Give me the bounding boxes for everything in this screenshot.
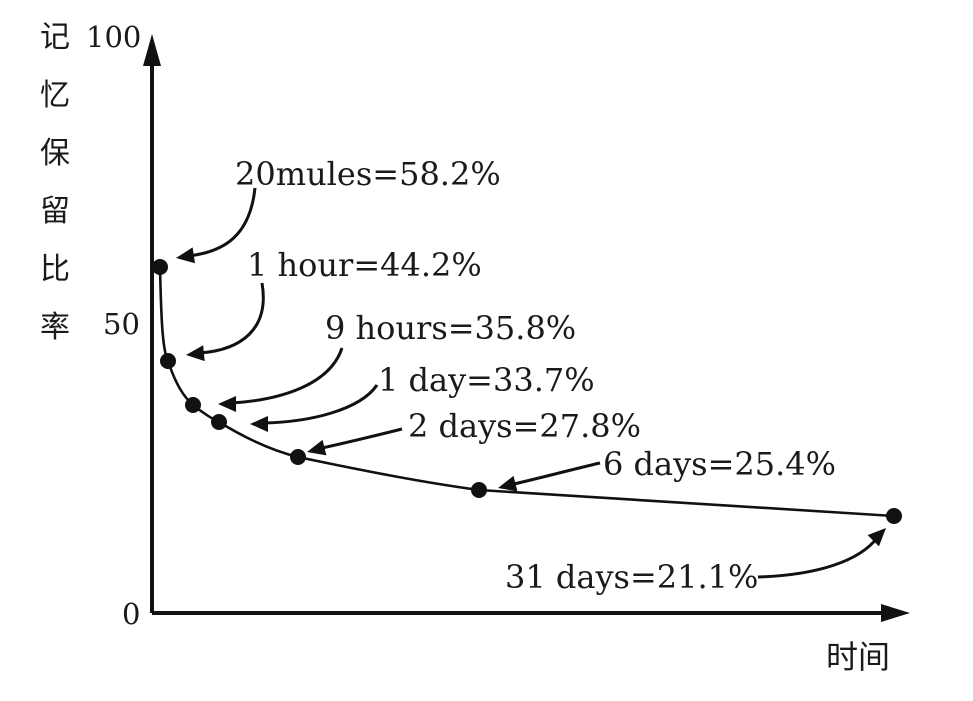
annotation-label: 1 hour=44.2% <box>247 246 482 284</box>
annotation-arrow <box>757 537 879 579</box>
data-point <box>160 353 176 369</box>
annotation-arrow <box>199 282 265 355</box>
y-tick-label: 0 <box>122 597 140 631</box>
annotation-arrow <box>321 427 403 450</box>
annotation-arrow <box>187 187 257 258</box>
x-axis-label: 时间 <box>826 638 890 676</box>
data-point <box>211 414 227 430</box>
annotation-arrow <box>513 461 601 486</box>
x-axis-arrowhead <box>881 604 910 622</box>
annotation-label: 2 days=27.8% <box>408 407 641 445</box>
data-point <box>290 449 306 465</box>
annotation-arrowhead <box>867 528 886 547</box>
annotation-arrowhead <box>218 396 236 412</box>
annotation-labels: 20mules=58.2% 1 hour=44.2% 9 hours=35.8% 1 … <box>235 155 836 596</box>
annotation-arrowhead <box>250 416 268 432</box>
data-point <box>185 397 201 413</box>
data-point <box>471 482 487 498</box>
data-points <box>152 259 902 524</box>
annotation-arrow <box>263 384 379 425</box>
y-axis-label-char: 保 <box>40 136 70 171</box>
annotation-arrow <box>231 347 344 405</box>
data-point <box>152 259 168 275</box>
y-axis-label-char: 忆 <box>40 78 70 113</box>
axes <box>143 34 910 622</box>
y-tick-label: 100 <box>86 20 141 54</box>
annotation-label: 6 days=25.4% <box>603 445 836 483</box>
annotation-label: 31 days=21.1% <box>505 558 758 596</box>
annotation-label: 1 day=33.7% <box>378 361 595 399</box>
data-point <box>886 508 902 524</box>
y-ticks: 0 50 100 <box>86 20 141 631</box>
y-axis-label-char: 记 <box>40 20 70 55</box>
annotation-arrows <box>176 187 886 579</box>
annotation-label: 20mules=58.2% <box>235 155 501 193</box>
y-tick-label: 50 <box>103 307 140 341</box>
y-axis-arrowhead <box>143 34 161 66</box>
annotation-label: 9 hours=35.8% <box>325 309 576 347</box>
annotation-arrowhead <box>307 439 327 456</box>
y-axis-label-char: 留 <box>40 194 70 229</box>
y-axis-label-char: 率 <box>40 310 70 345</box>
y-axis-label-char: 比 <box>40 252 70 287</box>
annotation-arrowhead <box>498 475 518 492</box>
annotation-arrowhead <box>186 345 205 362</box>
annotation-arrowhead <box>176 247 195 264</box>
